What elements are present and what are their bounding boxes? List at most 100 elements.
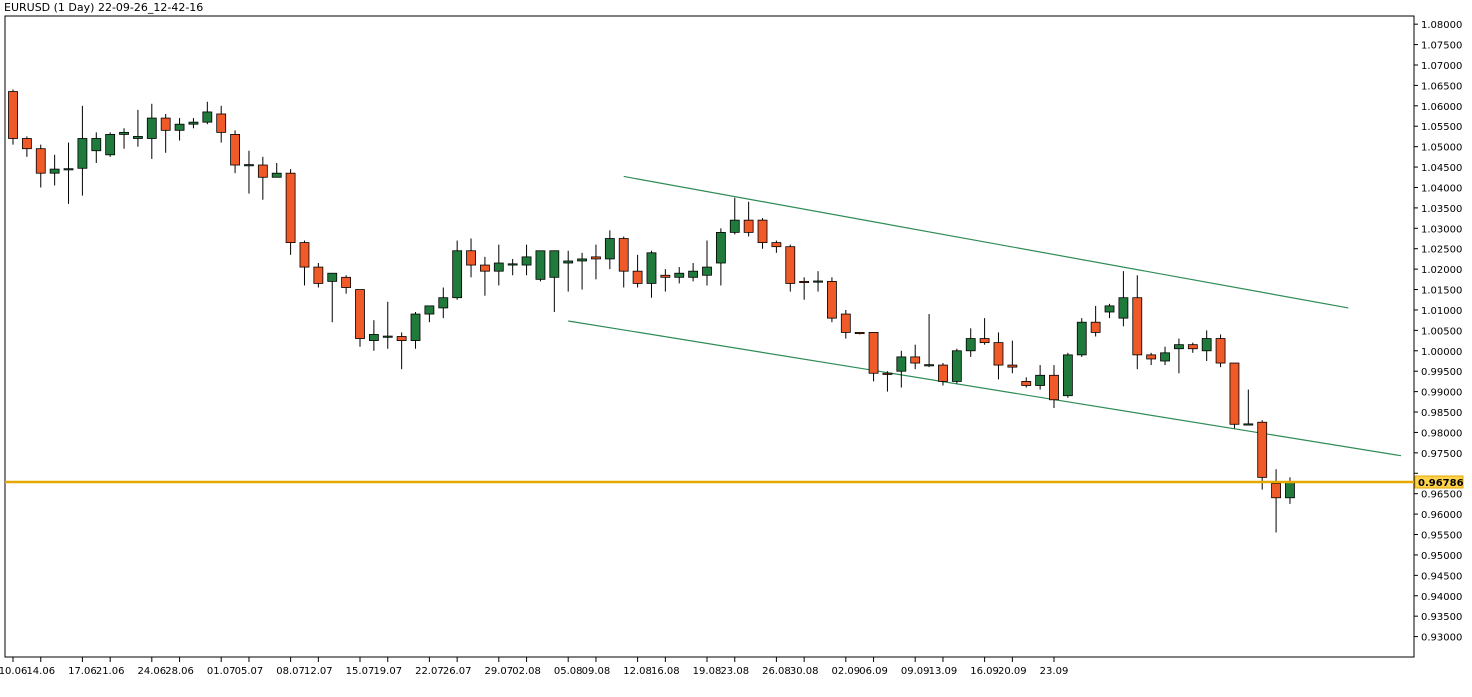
candle-body [521, 256, 532, 266]
x-tick-label: 05.08 [554, 666, 583, 677]
x-tick-label: 17.06 [68, 666, 97, 677]
y-tick-label: 1.05000 [1421, 143, 1462, 154]
current-price-box [1414, 475, 1464, 489]
x-tick-label: 12.08 [623, 666, 652, 677]
candle-body [424, 305, 435, 315]
candle [216, 105, 227, 143]
candle-body [563, 260, 574, 264]
candle [577, 252, 587, 290]
candle [146, 103, 157, 159]
candle-body [910, 356, 921, 364]
candle-body [1215, 338, 1226, 364]
candle-body [1243, 423, 1254, 426]
candle-body [230, 134, 240, 166]
y-tick-label: 0.94500 [1421, 571, 1462, 582]
candle-body [660, 274, 671, 278]
candle-body [549, 250, 560, 278]
candle [785, 244, 796, 292]
candle [924, 314, 934, 368]
candle-body [1187, 344, 1198, 350]
candle-body [244, 164, 254, 167]
candle [1118, 271, 1129, 327]
candle [1257, 420, 1268, 490]
candle [257, 156, 268, 200]
candle [77, 105, 88, 196]
x-tick-label: 26.08 [762, 666, 791, 677]
x-tick-label: 16.09 [970, 666, 999, 677]
current-price-label: 0.96786 [1418, 478, 1464, 489]
candle [507, 258, 518, 276]
candle [674, 267, 685, 284]
candle-body [1062, 354, 1073, 397]
candle-body [674, 272, 685, 278]
candle [313, 263, 324, 288]
candle [1187, 342, 1198, 353]
candle-body [1271, 483, 1281, 499]
x-tick-label: 08.07 [276, 666, 305, 677]
candle-body [646, 252, 657, 284]
candle [591, 244, 601, 280]
candle-body [1229, 362, 1240, 425]
candle [979, 318, 990, 345]
candle-body [480, 264, 490, 272]
plot-frame [4, 15, 1415, 658]
candle-body [1076, 321, 1087, 356]
y-tick-label: 1.04000 [1421, 183, 1462, 194]
candle [174, 118, 185, 141]
x-tick-label: 29.07 [484, 666, 513, 677]
candle [1146, 352, 1157, 366]
candle [827, 277, 837, 323]
candle [299, 240, 310, 286]
candle-body [715, 231, 726, 264]
x-tick-label: 21.06 [96, 666, 125, 677]
candle [618, 236, 629, 288]
candle-body [146, 117, 157, 139]
candle [271, 162, 282, 178]
y-tick-label: 0.98500 [1421, 408, 1462, 419]
candle [160, 113, 171, 153]
candle-body [188, 121, 199, 125]
candle [1201, 330, 1212, 361]
x-tick-label: 22.07 [415, 666, 444, 677]
candle-body [688, 270, 699, 278]
y-tick-label: 1.06500 [1421, 81, 1462, 92]
candle [604, 230, 615, 270]
candle [341, 275, 352, 294]
candle [188, 118, 199, 129]
x-tick-label: 09.08 [582, 666, 611, 677]
candle [1035, 365, 1046, 390]
candle-body [840, 313, 851, 333]
candle [480, 256, 490, 296]
candle-body [313, 266, 324, 284]
candle [1160, 346, 1170, 366]
candle-body [965, 338, 976, 352]
candle-body [1174, 344, 1184, 350]
candle-body [618, 238, 629, 272]
candle-body [355, 289, 365, 339]
candle [799, 277, 810, 300]
candle [410, 312, 421, 349]
candle [965, 328, 976, 357]
candle-body [1021, 381, 1032, 386]
x-tick-label: 15.07 [346, 666, 375, 677]
candle-body [1049, 374, 1059, 401]
candle-body [743, 219, 754, 233]
candle [285, 169, 296, 255]
x-tick-label: 01.07 [207, 666, 236, 677]
y-tick-label: 0.94000 [1421, 592, 1462, 603]
candle-body [868, 332, 879, 374]
x-tick-label: 23.08 [720, 666, 749, 677]
candle [396, 332, 407, 370]
x-axis: 10.06 14.06 17.06 21.06 24.06 28.06 01.07 05.07… [0, 657, 1068, 677]
y-tick-label: 1.03500 [1421, 204, 1462, 215]
y-tick-label: 1.08000 [1421, 20, 1462, 31]
candle-body [951, 350, 962, 382]
x-tick-label: 14.06 [26, 666, 55, 677]
trendline-1[interactable] [623, 175, 1349, 309]
candle [1243, 389, 1254, 426]
candle-body [35, 148, 46, 174]
x-tick-label: 10.06 [0, 666, 27, 677]
candle-body [91, 138, 102, 152]
candle [35, 144, 46, 188]
